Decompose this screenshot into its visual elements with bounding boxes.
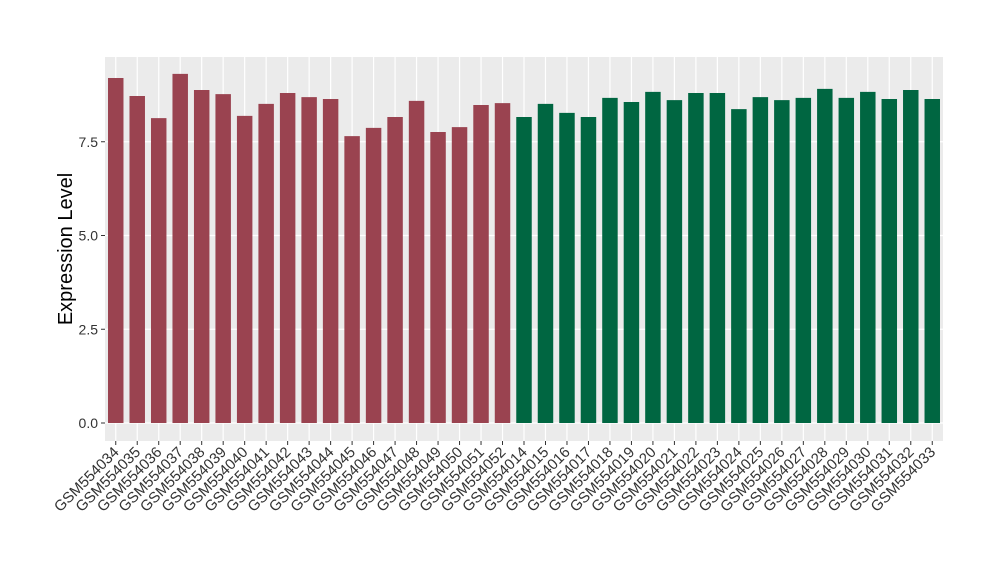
- bar: [387, 117, 403, 423]
- bar: [537, 103, 554, 423]
- bar: [516, 117, 532, 423]
- bar: [924, 99, 940, 423]
- bar: [150, 118, 167, 423]
- bar: [451, 127, 468, 423]
- bar: [645, 91, 661, 423]
- bar: [580, 117, 597, 423]
- bar: [301, 97, 317, 423]
- bar: [903, 90, 919, 423]
- bar: [774, 100, 790, 423]
- bar: [193, 90, 210, 423]
- y-axis-title: Expression Level: [55, 173, 77, 325]
- bar: [752, 97, 769, 423]
- bar: [860, 91, 876, 423]
- bar: [344, 136, 360, 423]
- y-tick-label: 2.5: [79, 321, 99, 337]
- bar: [817, 88, 833, 423]
- bar: [129, 96, 145, 423]
- y-tick-label: 7.5: [79, 134, 99, 150]
- bar: [172, 73, 188, 423]
- bar: [666, 100, 683, 423]
- bar: [795, 97, 812, 423]
- bar: [559, 112, 575, 423]
- bar: [408, 100, 425, 423]
- y-tick-label: 5.0: [79, 228, 99, 244]
- bar: [258, 103, 274, 423]
- bar: [215, 94, 231, 423]
- bar: [494, 103, 511, 423]
- bar: [279, 93, 296, 423]
- bar: [365, 127, 382, 423]
- bar: [623, 102, 640, 423]
- bar: [322, 99, 339, 423]
- bar: [108, 78, 124, 423]
- bar: [473, 105, 489, 423]
- bar: [602, 97, 618, 423]
- y-tick-label: 0.0: [79, 415, 99, 431]
- bar: [709, 93, 726, 423]
- bar: [838, 97, 855, 423]
- bar: [688, 93, 704, 423]
- bar: [731, 109, 747, 423]
- bar: [236, 115, 253, 423]
- bar: [430, 132, 446, 423]
- bar: [881, 99, 898, 423]
